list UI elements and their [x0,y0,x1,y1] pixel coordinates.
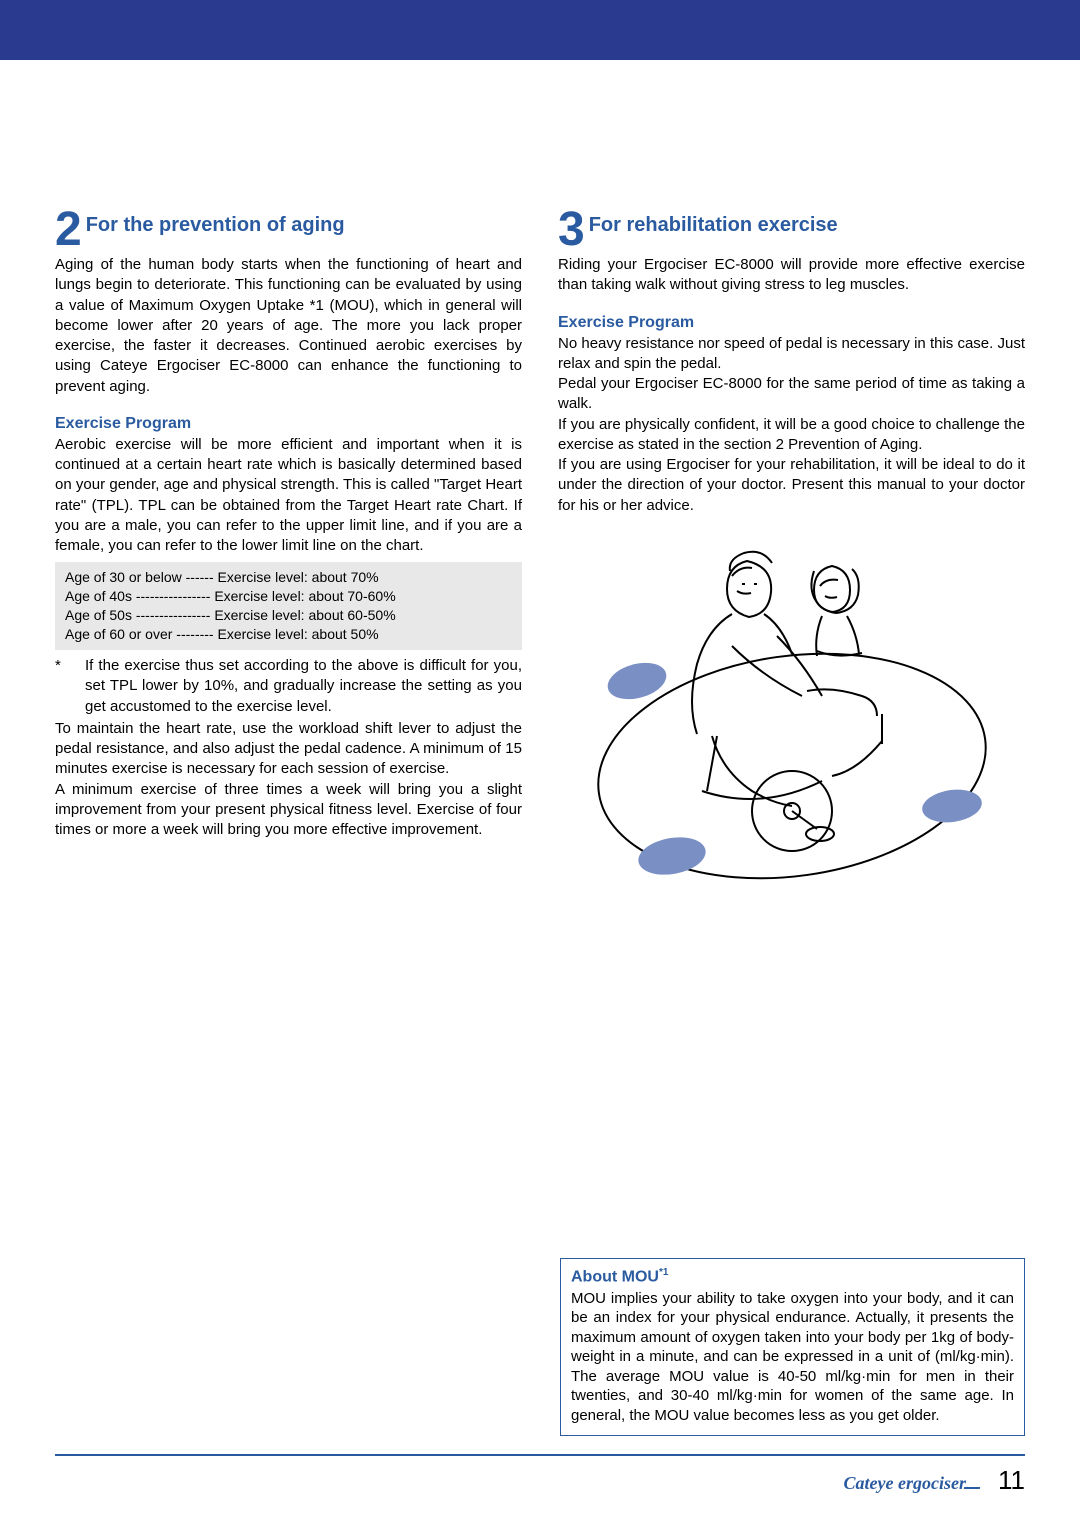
section-2-note: * If the exercise thus set according to … [55,656,522,717]
section-3-header: 3 For rehabilitation exercise [558,210,1025,253]
age-exercise-table: Age of 30 or below ------ Exercise level… [55,562,522,650]
age-row-3: Age of 60 or over -------- Exercise leve… [65,625,512,644]
section-3-intro: Riding your Ergociser EC-8000 will provi… [558,255,1025,296]
right-column: 3 For rehabilitation exercise Riding you… [558,210,1025,896]
section-3-number: 3 [558,208,585,251]
note-text: If the exercise thus set according to th… [85,656,522,717]
note-asterisk: * [55,656,85,717]
section-2-header: 2 For the prevention of aging [55,210,522,253]
mou-info-box: About MOU*1 MOU implies your ability to … [560,1258,1025,1436]
page-content: 2 For the prevention of aging Aging of t… [0,60,1080,896]
section-3-program-heading: Exercise Program [558,314,1025,332]
illustration-container [558,536,1025,896]
mou-text: MOU implies your ability to take oxygen … [571,1289,1014,1426]
brand-logo: Cateye ergociser [844,1473,980,1494]
age-row-2: Age of 50s ---------------- Exercise lev… [65,606,512,625]
page-footer: Cateye ergociser 11 [844,1465,1025,1496]
section-2-program-text: Aerobic exercise will be more efficient … [55,435,522,557]
section-2-title: For the prevention of aging [86,210,345,237]
section-3-program-text: No heavy resistance nor speed of pedal i… [558,334,1025,516]
section-2-number: 2 [55,208,82,251]
age-row-1: Age of 40s ---------------- Exercise lev… [65,587,512,606]
exercise-illustration [582,536,1002,896]
left-column: 2 For the prevention of aging Aging of t… [55,210,522,896]
page-number: 11 [998,1465,1025,1496]
section-3-title: For rehabilitation exercise [589,210,838,237]
section-2-intro: Aging of the human body starts when the … [55,255,522,397]
section-2-after-note: To maintain the heart rate, use the work… [55,719,522,841]
footer-rule [55,1454,1025,1456]
mou-title: About MOU*1 [571,1267,1014,1286]
section-2-program-heading: Exercise Program [55,415,522,433]
age-row-0: Age of 30 or below ------ Exercise level… [65,568,512,587]
header-bar [0,0,1080,60]
